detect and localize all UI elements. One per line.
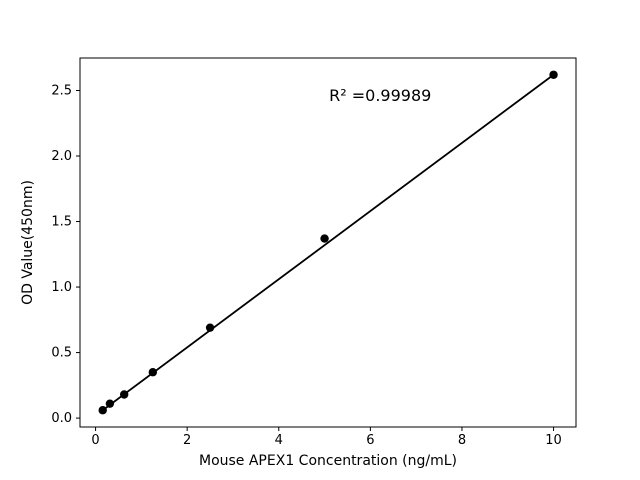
x-tick-label: 0 — [91, 433, 99, 448]
y-tick-label: 1.0 — [51, 280, 72, 295]
y-tick-label: 0.0 — [51, 411, 72, 426]
fit-line — [102, 74, 555, 411]
x-tick-label: 8 — [458, 433, 466, 448]
x-axis-label: Mouse APEX1 Concentration (ng/mL) — [199, 453, 457, 469]
x-tick-label: 10 — [545, 433, 562, 448]
data-point — [119, 390, 129, 399]
x-tick-label: 6 — [366, 433, 374, 448]
y-tick-label: 0.5 — [51, 346, 72, 361]
data-point — [205, 323, 215, 332]
y-tick-label: 1.5 — [51, 215, 72, 230]
data-point — [148, 368, 158, 377]
y-tick-label: 2.5 — [51, 83, 72, 98]
y-tick-label: 2.0 — [51, 149, 72, 164]
x-tick-label: 4 — [275, 433, 283, 448]
y-axis-label: OD Value(450nm) — [20, 180, 36, 305]
data-point — [549, 70, 558, 79]
r-squared-annotation: R² =0.99989 — [329, 86, 431, 105]
x-tick-label: 2 — [183, 433, 191, 448]
axes-frame — [79, 57, 577, 428]
data-point — [98, 406, 107, 415]
data-point — [320, 234, 329, 243]
data-point — [105, 399, 115, 408]
